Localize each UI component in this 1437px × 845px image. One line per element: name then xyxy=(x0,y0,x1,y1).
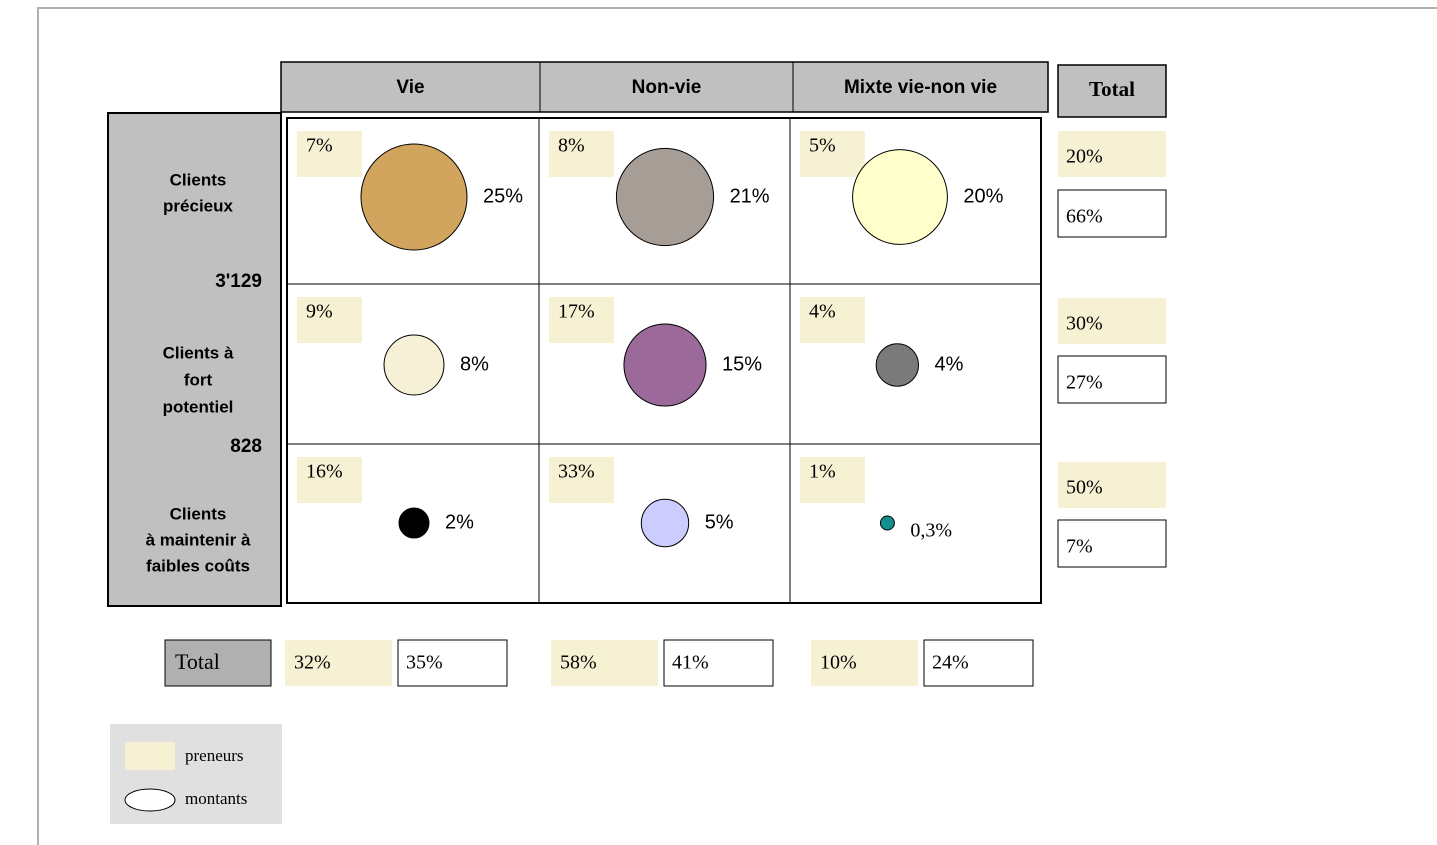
row-label: Clients à xyxy=(163,343,234,362)
column-header-bg xyxy=(280,61,1049,113)
preneurs-box xyxy=(800,131,865,177)
preneurs-box xyxy=(297,131,362,177)
preneurs-value: 4% xyxy=(809,301,836,323)
legend-preneurs: preneurs xyxy=(185,746,244,765)
bottom-preneurs: 10% xyxy=(820,652,857,674)
legend-ellipse xyxy=(124,788,176,812)
preneurs-box xyxy=(549,297,614,343)
montants-value: 4% xyxy=(935,353,964,375)
bottom-preneurs-box xyxy=(285,640,392,686)
total-preneurs: 50% xyxy=(1066,477,1103,499)
montants-bubble xyxy=(879,515,895,531)
montants-value: 15% xyxy=(722,353,762,375)
montants-bubble xyxy=(875,343,920,387)
preneurs-value: 7% xyxy=(306,135,333,157)
column-header: Mixte vie-non vie xyxy=(844,77,997,98)
bottom-montants-box xyxy=(923,639,1034,687)
bottom-preneurs: 32% xyxy=(294,652,331,674)
row-label: fort xyxy=(184,370,213,389)
montants-value: 20% xyxy=(963,185,1003,207)
total-montants: 27% xyxy=(1066,372,1103,394)
preneurs-value: 16% xyxy=(306,461,343,483)
total-preneurs-box xyxy=(1058,131,1166,177)
preneurs-value: 1% xyxy=(809,461,836,483)
preneurs-box xyxy=(297,297,362,343)
montants-bubble xyxy=(623,323,707,407)
total-montants-box xyxy=(1057,519,1167,568)
montants-value: 5% xyxy=(705,511,734,533)
total-montants: 7% xyxy=(1066,536,1093,558)
preneurs-value: 8% xyxy=(558,135,585,157)
total-preneurs-box xyxy=(1058,298,1166,344)
preneurs-box xyxy=(297,457,362,503)
bottom-preneurs-box xyxy=(551,640,658,686)
montants-value: 2% xyxy=(445,511,474,533)
bottom-total-label: Total xyxy=(175,649,220,674)
bottom-montants-box xyxy=(397,639,508,687)
bottom-montants: 41% xyxy=(672,652,709,674)
row-count: 828 xyxy=(230,436,262,457)
preneurs-box xyxy=(800,457,865,503)
montants-value: 8% xyxy=(460,353,489,375)
montants-value: 21% xyxy=(730,185,770,207)
preneurs-value: 9% xyxy=(306,301,333,323)
row-label: précieux xyxy=(163,196,233,215)
preneurs-value: 33% xyxy=(558,461,595,483)
montants-bubble xyxy=(398,507,430,539)
row-count: 3'129 xyxy=(215,271,262,292)
row-header-bg xyxy=(107,112,282,607)
column-header: Vie xyxy=(396,77,424,98)
bottom-montants: 35% xyxy=(406,652,443,674)
preneurs-value: 17% xyxy=(558,301,595,323)
montants-value: 0,3% xyxy=(910,520,952,542)
row-label: Clients xyxy=(170,170,227,189)
row-label: à maintenir à xyxy=(146,530,251,549)
preneurs-box xyxy=(549,457,614,503)
montants-bubble xyxy=(640,498,690,548)
montants-bubble xyxy=(615,147,715,247)
column-header: Non-vie xyxy=(632,77,702,98)
montants-bubble xyxy=(360,143,468,251)
bottom-total-bg xyxy=(164,639,272,687)
total-preneurs: 20% xyxy=(1066,146,1103,168)
total-header-bg xyxy=(1057,64,1167,118)
legend-swatch xyxy=(125,742,175,770)
frame xyxy=(37,7,1437,845)
bottom-preneurs-box xyxy=(811,640,918,686)
legend-montants: montants xyxy=(185,789,247,808)
total-montants: 66% xyxy=(1066,206,1103,228)
total-montants-box xyxy=(1057,189,1167,238)
bottom-montants-box xyxy=(663,639,774,687)
total-preneurs: 30% xyxy=(1066,313,1103,335)
montants-bubble xyxy=(852,149,948,245)
total-header: Total xyxy=(1089,77,1135,101)
row-label: faibles coûts xyxy=(146,556,250,575)
total-montants-box xyxy=(1057,355,1167,404)
row-label: potentiel xyxy=(163,397,234,416)
preneurs-box xyxy=(800,297,865,343)
bottom-montants: 24% xyxy=(932,652,969,674)
montants-bubble xyxy=(383,334,445,396)
row-label: Clients xyxy=(170,504,227,523)
montants-value: 25% xyxy=(483,185,523,207)
total-preneurs-box xyxy=(1058,462,1166,508)
bottom-preneurs: 58% xyxy=(560,652,597,674)
preneurs-box xyxy=(549,131,614,177)
preneurs-value: 5% xyxy=(809,135,836,157)
